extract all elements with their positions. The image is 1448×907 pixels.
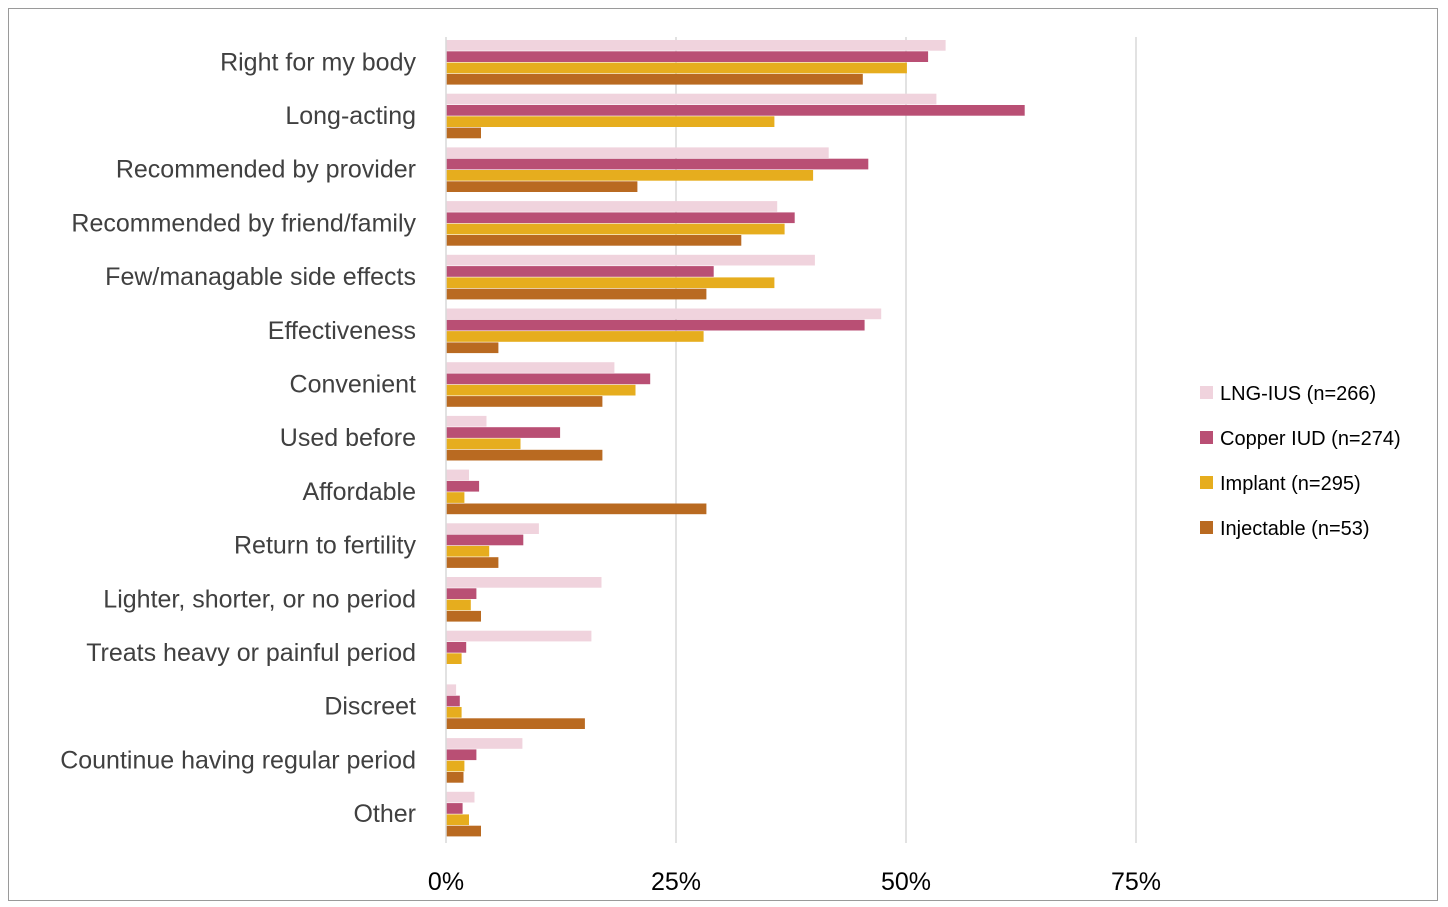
- bar-4-4: [446, 235, 742, 246]
- bar-1-1: [446, 40, 946, 51]
- bar-3-12: [446, 653, 462, 664]
- bar-1-14: [446, 738, 523, 749]
- bar-3-10: [446, 545, 490, 557]
- bar-1-13: [446, 684, 457, 696]
- bar-4-14: [446, 772, 464, 783]
- bar-4-9: [446, 503, 707, 515]
- bar-2-15: [446, 803, 463, 814]
- bar-3-3: [446, 170, 814, 181]
- bars: [446, 40, 1025, 837]
- bar-2-4: [446, 212, 795, 224]
- bar-2-7: [446, 373, 651, 385]
- tick-label-75pct: 75%: [1111, 868, 1161, 896]
- bar-2-14: [446, 749, 477, 761]
- legend-label: Implant (n=295): [1220, 473, 1361, 495]
- bar-3-1: [446, 62, 907, 74]
- bar-3-5: [446, 277, 775, 289]
- category-label: Countinue having regular period: [60, 746, 416, 774]
- legend-label: LNG-IUS (n=266): [1220, 383, 1376, 405]
- tick-label-50pct: 50%: [881, 868, 931, 896]
- category-label: Effectiveness: [268, 317, 416, 345]
- bar-1-10: [446, 523, 539, 534]
- legend-label: Injectable (n=53): [1220, 518, 1370, 540]
- tick-label-0pct: 0%: [428, 868, 464, 896]
- bar-4-7: [446, 396, 603, 407]
- bar-1-6: [446, 308, 882, 320]
- bar-1-8: [446, 415, 487, 427]
- bar-4-10: [446, 557, 499, 568]
- bar-2-10: [446, 534, 524, 546]
- bar-4-6: [446, 342, 499, 354]
- bar-1-7: [446, 362, 615, 373]
- legend-label: Copper IUD (n=274): [1220, 428, 1401, 450]
- bar-1-12: [446, 630, 592, 642]
- bar-1-5: [446, 254, 815, 266]
- category-label: Lighter, shorter, or no period: [103, 585, 416, 613]
- bar-2-8: [446, 427, 561, 438]
- category-label: Recommended by provider: [116, 156, 416, 184]
- tick-label-25pct: 25%: [651, 868, 701, 896]
- category-label: Treats heavy or painful period: [86, 639, 416, 667]
- category-labels: Right for my body Long-acting Recommended …: [60, 48, 416, 828]
- bar-2-9: [446, 480, 480, 492]
- category-label: Used before: [280, 424, 416, 452]
- category-label: Affordable: [302, 478, 416, 506]
- bar-2-2: [446, 105, 1025, 116]
- bar-4-11: [446, 610, 481, 622]
- bar-1-3: [446, 147, 829, 159]
- bar-2-3: [446, 158, 869, 170]
- bar-1-15: [446, 791, 475, 803]
- category-label: Return to fertility: [234, 532, 417, 560]
- category-label: Other: [353, 800, 416, 828]
- bar-3-14: [446, 760, 465, 772]
- legend-swatch: [1200, 431, 1213, 444]
- legend-swatch: [1200, 386, 1213, 399]
- category-label: Right for my body: [220, 48, 416, 76]
- bar-4-2: [446, 127, 481, 139]
- bar-1-11: [446, 577, 602, 588]
- bar-3-2: [446, 116, 775, 127]
- category-label: Long-acting: [285, 102, 416, 130]
- bar-1-2: [446, 93, 937, 105]
- bar-4-13: [446, 718, 585, 729]
- bar-3-11: [446, 599, 471, 611]
- bar-4-3: [446, 181, 638, 192]
- bar-3-4: [446, 223, 785, 235]
- category-label: Recommended by friend/family: [71, 209, 416, 237]
- bar-2-1: [446, 51, 929, 62]
- category-label: Convenient: [290, 371, 417, 399]
- bar-3-9: [446, 492, 465, 503]
- bar-1-4: [446, 201, 778, 212]
- bar-2-12: [446, 642, 467, 653]
- category-label: Few/managable side effects: [105, 263, 416, 291]
- bar-3-8: [446, 438, 521, 450]
- bar-2-13: [446, 695, 460, 707]
- bar-2-6: [446, 319, 865, 331]
- bar-4-1: [446, 73, 863, 85]
- bar-3-6: [446, 331, 704, 342]
- bar-1-9: [446, 469, 469, 481]
- tick-labels: 0% 25% 50% 75%: [428, 868, 1161, 896]
- bar-3-13: [446, 707, 462, 718]
- bar-3-7: [446, 384, 636, 396]
- legend-swatch: [1200, 476, 1213, 489]
- legend: LNG-IUS (n=266) Copper IUD (n=274) Implant…: [1200, 383, 1401, 540]
- bar-2-11: [446, 588, 477, 599]
- bar-4-5: [446, 288, 707, 300]
- bar-4-15: [446, 825, 481, 837]
- bar-2-5: [446, 266, 714, 277]
- bar-4-8: [446, 449, 603, 461]
- bar-3-15: [446, 814, 469, 826]
- category-label: Discreet: [324, 693, 416, 721]
- legend-swatch: [1200, 521, 1213, 534]
